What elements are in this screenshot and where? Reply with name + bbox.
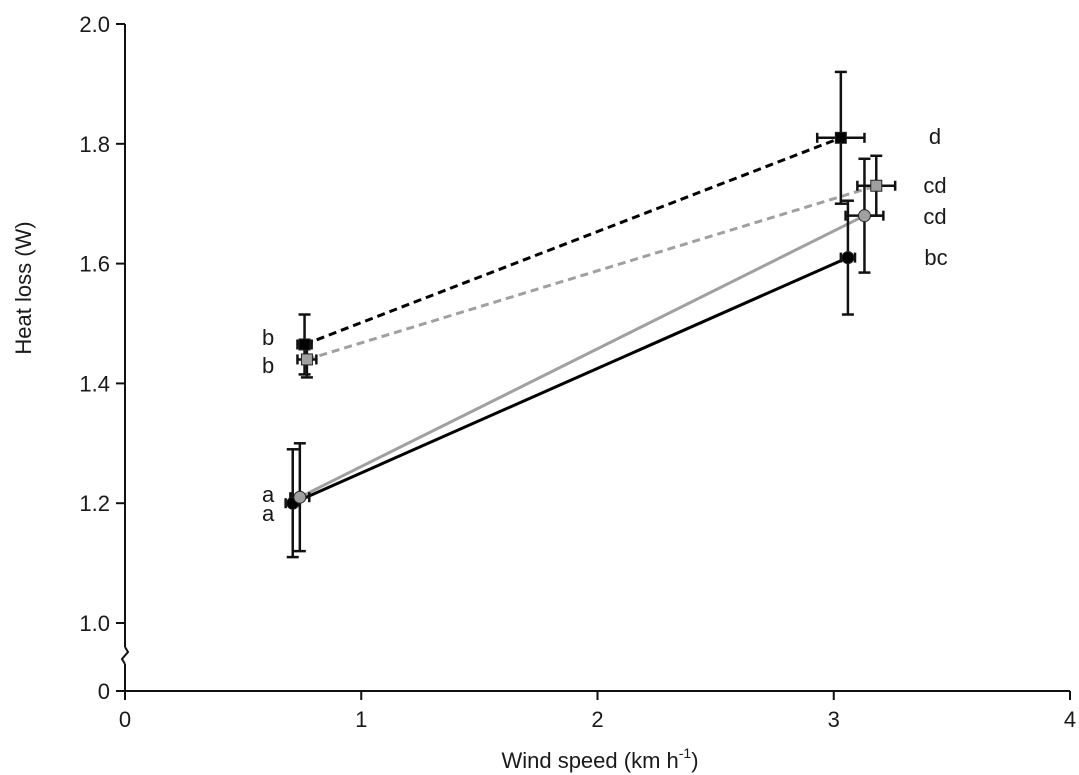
square-marker [298,338,311,351]
axes: 0 1 2 3 4 2.0 1.8 1.6 1.4 1.2 1.0 0 [79,12,1076,732]
significance-letter: bc [924,245,947,270]
y-tick-label: 2.0 [79,12,110,37]
circle-marker [857,209,871,223]
significance-letter: a [262,482,275,507]
significance-letter: b [262,325,274,350]
series-line [292,256,849,505]
y-axis-title: Heat loss (W) [11,221,36,354]
y-axis-break-mark [120,646,130,665]
significance-letter: a [262,501,275,526]
circle-marker [841,251,855,265]
x-axis-title-close: ) [691,748,698,773]
square-marker [834,131,847,144]
series-lines [292,136,877,505]
significance-letter: cd [923,204,946,229]
data-markers [286,131,883,510]
square-marker [300,353,313,366]
x-tick-label: 2 [591,707,603,732]
x-tick-label: 4 [1064,707,1076,732]
x-tick-label: 1 [355,707,367,732]
x-tick-label: 0 [119,707,131,732]
error-bars [284,70,897,559]
significance-labels: b d b cd a bc a cd [262,124,948,526]
square-marker [870,179,883,192]
significance-letter: cd [923,173,946,198]
x-tick-label: 3 [828,707,840,732]
x-axis-title-main: Wind speed (km h [501,748,678,773]
x-axis-title-superscript: -1 [679,745,692,761]
y-tick-label: 1.2 [79,491,110,516]
y-tick-label: 1.8 [79,132,110,157]
circle-marker [293,490,307,504]
significance-letter: d [929,124,941,149]
series-line [306,184,877,361]
y-tick-label: 0 [98,679,110,704]
series-line [304,136,842,346]
y-tick-label: 1.4 [79,371,110,396]
series-line [299,214,866,499]
y-tick-label: 1.6 [79,252,110,277]
x-axis-title: Wind speed (km h-1) [501,745,698,773]
y-tick-label: 1.0 [79,611,110,636]
significance-letter: b [262,353,274,378]
